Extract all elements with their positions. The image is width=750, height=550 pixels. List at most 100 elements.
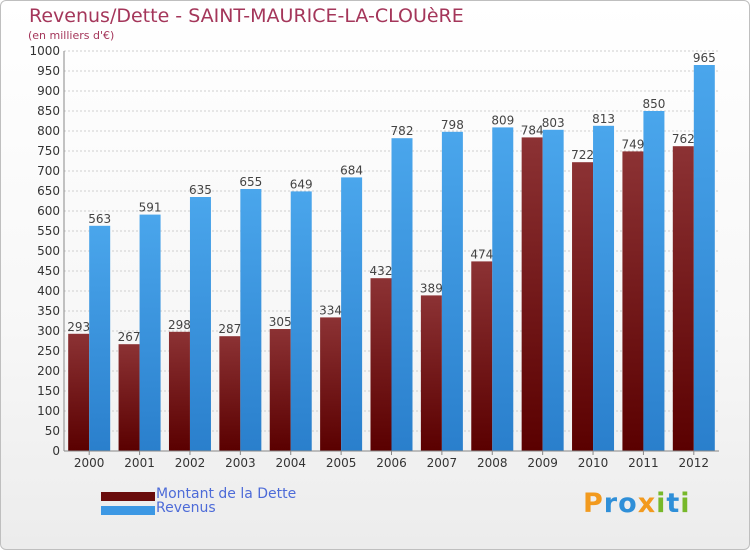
logo-letter: x xyxy=(637,488,657,519)
x-tick-label: 2005 xyxy=(326,456,357,470)
y-tick-label: 350 xyxy=(37,304,60,318)
data-label-revenus: 798 xyxy=(441,118,464,132)
data-label-dette: 389 xyxy=(420,281,443,295)
x-tick-label: 2010 xyxy=(578,456,609,470)
logo-letter: i xyxy=(680,488,691,519)
data-label-dette: 334 xyxy=(319,303,342,317)
data-label-dette: 267 xyxy=(118,330,141,344)
x-tick-label: 2000 xyxy=(74,456,105,470)
data-label-dette: 749 xyxy=(621,137,644,151)
data-label-dette: 298 xyxy=(168,318,191,332)
y-tick-label: 850 xyxy=(37,104,60,118)
legend-label-dette: Montant de la Dette xyxy=(156,486,297,502)
bar-dette xyxy=(320,317,342,451)
bar-dette xyxy=(68,333,90,451)
x-tick-label: 2004 xyxy=(275,456,306,470)
bar-dette xyxy=(672,146,694,451)
data-label-dette: 287 xyxy=(218,322,241,336)
y-tick-label: 250 xyxy=(37,344,60,358)
logo-letter: P xyxy=(583,488,604,519)
data-label-revenus: 809 xyxy=(491,113,514,127)
bar-dette xyxy=(168,331,190,451)
bars xyxy=(68,65,715,452)
x-tick-label: 2007 xyxy=(427,456,458,470)
legend-label-revenus: Revenus xyxy=(156,500,216,516)
y-tick-label: 950 xyxy=(37,64,60,78)
legend-swatch-dette xyxy=(101,492,155,501)
data-label-dette: 784 xyxy=(521,123,544,137)
data-label-revenus: 635 xyxy=(189,183,212,197)
logo-letter: i xyxy=(656,488,667,519)
data-label-revenus: 649 xyxy=(290,177,313,191)
y-tick-label: 200 xyxy=(37,364,60,378)
bar-revenus xyxy=(693,65,715,451)
y-tick-label: 500 xyxy=(37,244,60,258)
x-tick-label: 2008 xyxy=(477,456,508,470)
y-tick-label: 300 xyxy=(37,324,60,338)
bar-dette xyxy=(219,336,241,451)
data-label-revenus: 655 xyxy=(239,175,262,189)
data-label-revenus: 965 xyxy=(693,51,716,65)
y-tick-label: 1000 xyxy=(29,44,60,58)
y-tick-label: 700 xyxy=(37,164,60,178)
y-tick-label: 650 xyxy=(37,184,60,198)
data-label-revenus: 782 xyxy=(391,124,414,138)
x-tick-label: 2006 xyxy=(376,456,407,470)
y-tick-label: 400 xyxy=(37,284,60,298)
bar-revenus xyxy=(189,197,211,451)
data-label-dette: 474 xyxy=(470,247,493,261)
x-tick-label: 2002 xyxy=(175,456,206,470)
y-tick-label: 750 xyxy=(37,144,60,158)
y-axis: 0 50 100 150 200 250 300 350 400 450 500 550 600 650 7… xyxy=(29,44,65,458)
y-tick-label: 100 xyxy=(37,404,60,418)
data-label-revenus: 850 xyxy=(642,97,665,111)
data-label-dette: 722 xyxy=(571,148,594,162)
y-tick-label: 550 xyxy=(37,224,60,238)
x-tick-label: 2011 xyxy=(628,456,659,470)
y-tick-label: 900 xyxy=(37,84,60,98)
x-tick-label: 2001 xyxy=(124,456,155,470)
bar-dette xyxy=(420,295,442,451)
bar-revenus xyxy=(441,131,463,452)
bar-revenus xyxy=(542,129,564,452)
bar-revenus xyxy=(341,177,363,451)
bar-revenus xyxy=(139,214,161,451)
chart-title: Revenus/Dette - SAINT-MAURICE-LA-CLOUèRE xyxy=(29,5,464,27)
data-label-revenus: 803 xyxy=(542,116,565,130)
bar-dette xyxy=(622,151,644,451)
logo-letter: o xyxy=(618,488,638,519)
bar-revenus xyxy=(593,125,615,452)
bar-dette xyxy=(370,278,392,451)
y-tick-label: 800 xyxy=(37,124,60,138)
proxiti-logo: Proxiti xyxy=(583,488,691,519)
x-tick-label: 2003 xyxy=(225,456,256,470)
y-tick-label: 600 xyxy=(37,204,60,218)
y-tick-label: 50 xyxy=(45,424,60,438)
x-tick-label: 2012 xyxy=(679,456,710,470)
logo-letter: t xyxy=(666,488,681,519)
bar-dette xyxy=(471,261,493,451)
bar-revenus xyxy=(290,191,312,451)
logo-letter: r xyxy=(603,488,619,519)
data-label-dette: 762 xyxy=(672,132,695,146)
bar-dette xyxy=(572,162,594,451)
x-tick-label: 2009 xyxy=(527,456,558,470)
data-label-revenus: 813 xyxy=(592,112,615,126)
bar-dette xyxy=(269,329,291,451)
bar-revenus xyxy=(89,225,111,451)
y-tick-label: 150 xyxy=(37,384,60,398)
data-label-dette: 432 xyxy=(370,264,393,278)
data-label-dette: 293 xyxy=(67,320,90,334)
data-label-revenus: 684 xyxy=(340,163,363,177)
data-label-revenus: 591 xyxy=(139,201,162,215)
bar-revenus xyxy=(492,127,514,452)
bar-revenus xyxy=(240,189,262,451)
chart-subtitle: (en milliers d'€) xyxy=(28,29,115,42)
x-axis: 2000 2001 2002 2003 2004 2005 2006 2007 2008 2009… xyxy=(64,450,719,470)
data-labels: 293 563 267 591 298 635 287 655 305 649 334 684 432 7… xyxy=(67,51,716,344)
y-tick-label: 0 xyxy=(52,444,60,458)
y-tick-label: 450 xyxy=(37,264,60,278)
legend-swatch-revenus xyxy=(101,506,155,515)
data-label-dette: 305 xyxy=(269,315,292,329)
